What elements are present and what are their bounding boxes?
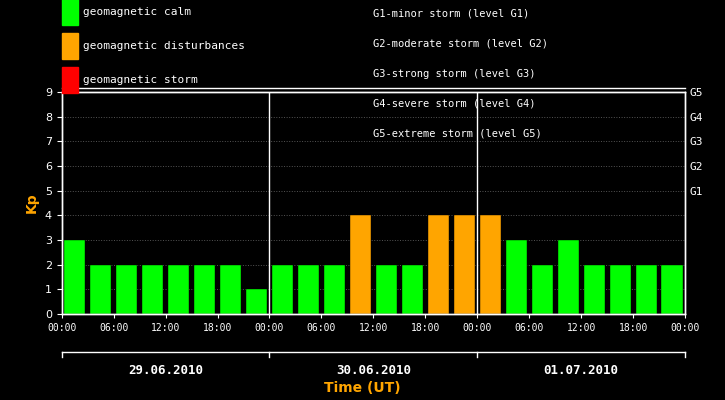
Bar	[661, 265, 683, 314]
Text: G1-minor storm (level G1): G1-minor storm (level G1)	[373, 9, 530, 19]
Bar	[246, 289, 267, 314]
Bar	[558, 240, 579, 314]
Bar	[454, 215, 475, 314]
Text: G2-moderate storm (level G2): G2-moderate storm (level G2)	[373, 39, 548, 49]
Bar	[584, 265, 605, 314]
Bar	[220, 265, 241, 314]
Bar	[505, 240, 527, 314]
Text: geomagnetic storm: geomagnetic storm	[83, 75, 198, 85]
Text: G3-strong storm (level G3): G3-strong storm (level G3)	[373, 69, 536, 79]
Bar	[531, 265, 553, 314]
Bar	[376, 265, 397, 314]
Y-axis label: Kp: Kp	[25, 193, 39, 213]
Bar	[324, 265, 345, 314]
Bar	[142, 265, 163, 314]
Bar	[64, 240, 86, 314]
Text: geomagnetic calm: geomagnetic calm	[83, 7, 191, 17]
Text: G4-severe storm (level G4): G4-severe storm (level G4)	[373, 99, 536, 109]
Text: G5-extreme storm (level G5): G5-extreme storm (level G5)	[373, 129, 542, 139]
Bar	[636, 265, 657, 314]
Bar	[272, 265, 293, 314]
Text: geomagnetic disturbances: geomagnetic disturbances	[83, 41, 245, 51]
Bar	[298, 265, 319, 314]
Bar	[116, 265, 137, 314]
Bar	[349, 215, 371, 314]
Bar	[90, 265, 111, 314]
Text: Time (UT): Time (UT)	[324, 381, 401, 395]
Bar	[168, 265, 189, 314]
Text: 30.06.2010: 30.06.2010	[336, 364, 411, 376]
Bar	[480, 215, 501, 314]
Bar	[194, 265, 215, 314]
Text: 29.06.2010: 29.06.2010	[128, 364, 203, 376]
Bar	[610, 265, 631, 314]
Bar	[402, 265, 423, 314]
Text: 01.07.2010: 01.07.2010	[544, 364, 618, 376]
Bar	[428, 215, 449, 314]
